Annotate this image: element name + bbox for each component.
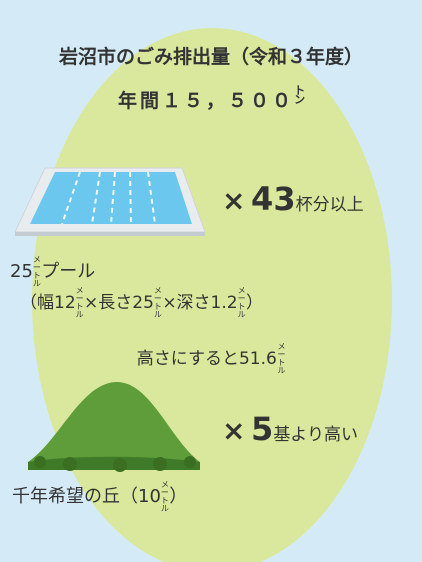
hill-number: 5	[251, 410, 273, 448]
title: 岩沼市のごみ排出量（令和３年度）	[0, 42, 422, 69]
hill-count: × 5基より高い	[222, 410, 358, 448]
text: ×長さ25	[84, 293, 154, 313]
annual-unit: トン	[294, 86, 304, 104]
unit: メートル	[76, 287, 84, 319]
hill-suffix: 基より高い	[273, 425, 358, 445]
unit: メートル	[238, 287, 246, 319]
unit: メートル	[277, 343, 285, 375]
text: ）	[246, 293, 263, 313]
pool-dimensions: （幅12メートル×長さ25メートル×深さ1.2メートル）	[20, 287, 263, 319]
text: 25	[10, 261, 33, 282]
infographic: 岩沼市のごみ排出量（令和３年度） 年間１５，５００トン × 43杯分以上 25メ…	[0, 0, 422, 562]
height-note: 高さにすると51.6メートル	[0, 343, 422, 375]
pool-name: 25メートルプール	[10, 256, 95, 288]
pool-count: × 43杯分以上	[222, 180, 364, 218]
text: 千年希望の丘（10	[12, 486, 161, 507]
annual-amount: 年間１５，５００トン	[0, 86, 422, 113]
text: ×深さ1.2	[162, 293, 237, 313]
text: プール	[41, 261, 95, 282]
pool-suffix: 杯分以上	[296, 195, 364, 215]
times-sign: ×	[222, 414, 245, 447]
text: 高さにすると51.6	[137, 349, 277, 369]
pool-illustration	[15, 168, 205, 236]
hill-name: 千年希望の丘（10メートル）	[12, 481, 187, 513]
text: （幅12	[20, 293, 76, 313]
annual-value: 年間１５，５００	[118, 90, 294, 112]
text: ）	[169, 486, 187, 507]
pool-number: 43	[251, 180, 296, 218]
times-sign: ×	[222, 184, 245, 217]
